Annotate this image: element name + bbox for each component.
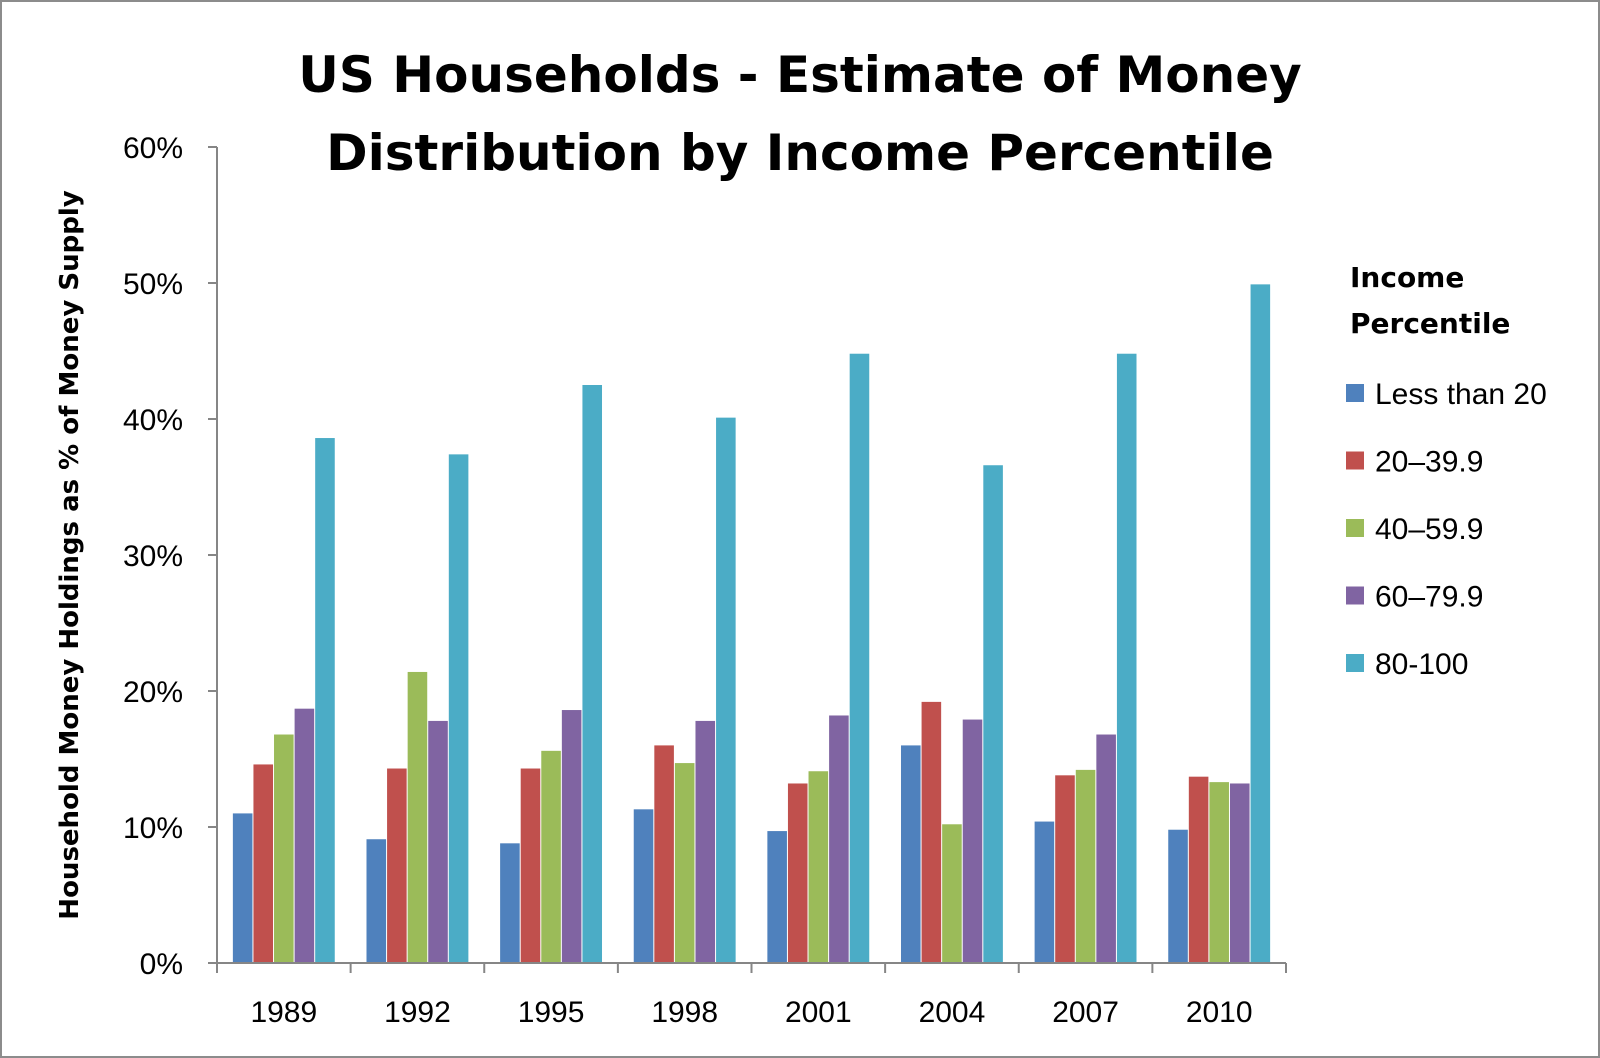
chart-title: US Households - Estimate of Money Distri…	[298, 46, 1301, 182]
bar	[541, 750, 561, 963]
chart-title-line-2: Distribution by Income Percentile	[326, 124, 1274, 182]
bar	[1096, 734, 1116, 963]
bar	[274, 734, 294, 963]
x-axis: 1989 1992 1995 1998 2001 2004 2007 2010	[216, 962, 1287, 1029]
bar	[232, 813, 253, 963]
bar	[654, 745, 674, 963]
bar	[633, 809, 654, 963]
bar	[1209, 782, 1229, 963]
y-tick-label: 0%	[140, 948, 183, 981]
legend-label: 40–59.9	[1375, 513, 1483, 546]
bar	[561, 710, 582, 963]
legend-label: 60–79.9	[1375, 581, 1483, 614]
bar	[500, 843, 520, 963]
legend-title-line-2: Percentile	[1350, 307, 1510, 340]
bar	[294, 708, 315, 963]
x-tick-label: 2004	[919, 996, 986, 1029]
bar	[315, 438, 335, 963]
legend-swatch	[1346, 654, 1364, 672]
chart-title-line-1: US Households - Estimate of Money	[298, 46, 1301, 104]
bar	[448, 454, 469, 963]
bar	[1055, 775, 1075, 963]
legend-label: 80-100	[1375, 648, 1468, 681]
bar	[253, 764, 274, 963]
y-axis: 0% 10% 20% 30% 40% 50% 60%	[123, 132, 218, 981]
bar	[1250, 284, 1271, 963]
x-tick-label: 1995	[518, 996, 585, 1029]
bar	[387, 768, 407, 963]
bar	[695, 720, 716, 963]
legend-title-line-1: Income	[1350, 261, 1464, 294]
bar	[366, 839, 387, 963]
y-axis-label: Household Money Holdings as % of Money S…	[55, 190, 85, 919]
bar	[808, 771, 829, 963]
x-tick-label: 2010	[1186, 996, 1253, 1029]
bar	[407, 671, 428, 963]
bar-marks	[232, 284, 1271, 964]
legend-swatch	[1346, 519, 1364, 537]
x-tick-label: 1992	[384, 996, 451, 1029]
y-tick-label: 60%	[123, 132, 183, 165]
bar	[983, 465, 1003, 963]
bar	[1168, 829, 1188, 963]
x-tick-label: 1989	[250, 996, 317, 1029]
y-tick-label: 50%	[123, 268, 183, 301]
legend: Income Percentile Less than 20 20–39.9 40–…	[1346, 261, 1547, 681]
bar	[674, 763, 695, 963]
legend-label: Less than 20	[1375, 378, 1547, 411]
bar	[921, 701, 942, 963]
bar	[829, 715, 849, 963]
bar	[900, 745, 921, 963]
legend-swatch	[1346, 586, 1364, 605]
bar	[1188, 776, 1209, 963]
x-tick-label: 2001	[785, 996, 852, 1029]
y-tick-label: 40%	[123, 404, 183, 437]
bar	[767, 831, 787, 963]
bar	[1116, 353, 1137, 964]
bar	[1034, 821, 1055, 963]
x-tick-label: 1998	[651, 996, 718, 1029]
legend-label: 20–39.9	[1375, 446, 1483, 479]
bar	[962, 719, 983, 963]
legend-swatch	[1346, 384, 1364, 402]
bar	[520, 768, 541, 963]
bar	[716, 417, 736, 963]
bar	[1075, 769, 1096, 963]
y-tick-label: 30%	[123, 540, 183, 573]
bar	[1229, 783, 1250, 963]
y-tick-label: 10%	[123, 812, 183, 845]
bar	[849, 353, 870, 964]
bar	[428, 720, 448, 963]
y-tick-label: 20%	[123, 676, 183, 709]
bar	[787, 783, 808, 963]
bar	[942, 824, 962, 963]
bar	[582, 385, 603, 963]
x-tick-label: 2007	[1052, 996, 1119, 1029]
legend-swatch	[1346, 451, 1364, 470]
